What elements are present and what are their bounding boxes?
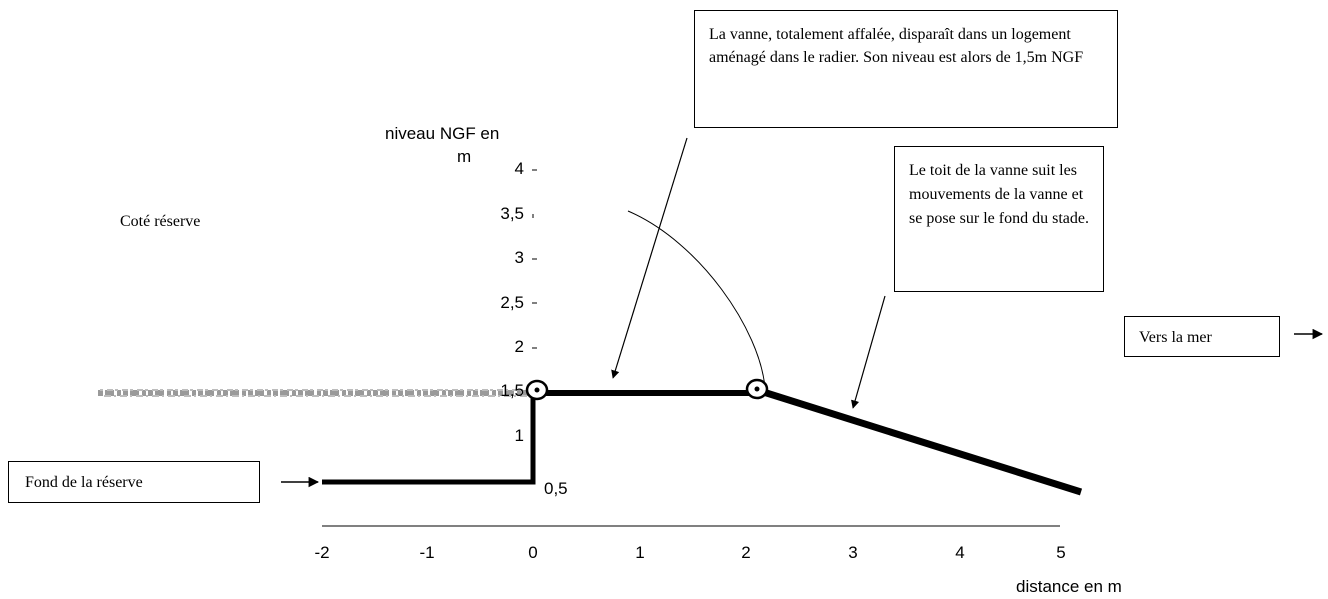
gate-roof-line [755,386,1083,496]
y-tick-label: 2 [514,337,524,356]
gate-swing-arc [627,210,766,389]
callout-vanne-affalee-text: La vanne, totalement affalée, disparaît … [709,26,1084,66]
reserve-floor [322,393,536,485]
y-tick-label: 1 [514,426,524,445]
y-tick-label: 3,5 [500,204,524,223]
callout-toit-vanne-text: Le toit de la vanne suit les mouvements … [909,162,1089,227]
x-tick-label: -1 [419,543,435,562]
callout-arrow-vanne [611,137,688,379]
x-tick-label: 5 [1056,543,1066,562]
y-axis-title-line2: m [457,147,472,166]
y-tick-label: 2,5 [500,293,524,312]
y-tick-label: 3 [514,248,524,267]
callout-vanne-affalee: La vanne, totalement affalée, disparaît … [694,10,1118,128]
water-level-hatch [98,389,528,397]
x-tick-label: 0 [528,543,538,562]
y-tick-label: 4 [514,159,524,178]
x-tick-label: 3 [848,543,858,562]
y-tick-label-reserve-floor: 0,5 [544,479,568,498]
label-cote-reserve: Coté réserve [120,213,201,230]
y-tick-label: 1,5 [500,381,524,400]
label-vers-la-mer: Vers la mer [1124,316,1280,357]
x-tick-label: 2 [741,543,751,562]
x-tick-label: -2 [314,543,330,562]
fond-reserve-text: Fond de la réserve [25,474,143,491]
x-tick-label: 1 [635,543,645,562]
label-fond-reserve: Fond de la réserve [8,461,260,503]
vers-la-mer-text: Vers la mer [1139,329,1212,346]
callout-arrow-toit [851,295,886,409]
x-tick-label: 4 [955,543,965,562]
y-axis-ticks [532,169,537,349]
hinge-point-left [525,379,549,401]
y-axis-title-line1: niveau NGF en [385,124,500,143]
hinge-point-right [745,378,769,400]
x-axis-title: distance en m [1016,577,1122,596]
callout-toit-vanne: Le toit de la vanne suit les mouvements … [894,146,1104,292]
